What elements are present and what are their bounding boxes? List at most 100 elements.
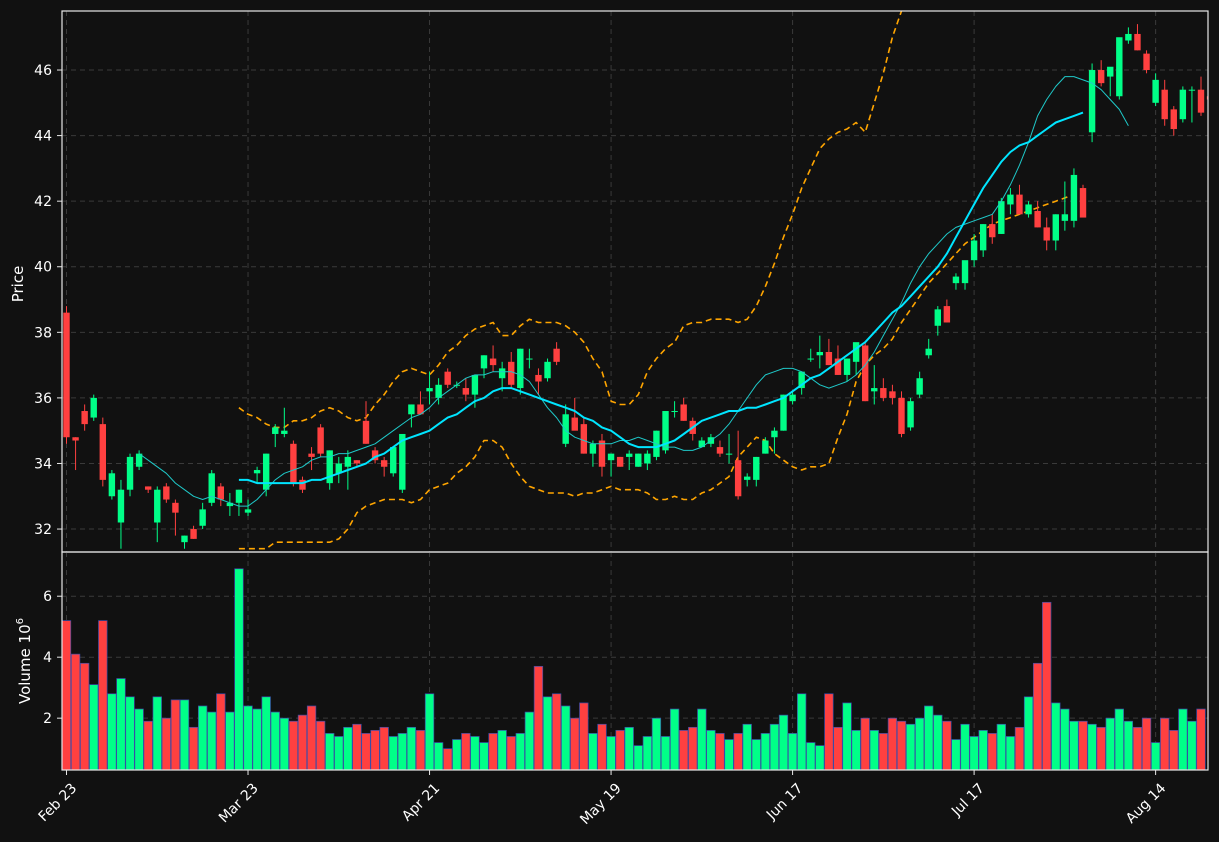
candle-body — [390, 447, 397, 474]
volume-bar — [597, 723, 607, 770]
volume-bar — [1069, 720, 1079, 770]
candle-body — [880, 388, 887, 398]
volume-bar — [806, 742, 816, 770]
candle-body — [181, 535, 188, 543]
price-y-tick-label: 44 — [34, 129, 52, 145]
volume-bar — [325, 733, 335, 770]
volume-bar — [1132, 726, 1143, 770]
candle-body — [1016, 194, 1023, 215]
volume-bar — [352, 723, 362, 770]
volume-bar — [1187, 720, 1197, 770]
candle-body — [798, 371, 805, 389]
candle-body — [544, 361, 551, 379]
candle-body — [117, 489, 125, 523]
volume-bar — [225, 711, 235, 770]
volume-bar — [1114, 708, 1124, 770]
price-y-tick-label: 38 — [34, 325, 52, 341]
volume-bar — [742, 723, 752, 770]
volume-bar — [424, 693, 435, 770]
volume-bar — [70, 653, 81, 770]
candle-body — [226, 502, 234, 507]
volume-bar — [234, 568, 244, 770]
volume-bar — [379, 726, 389, 770]
volume-bar — [1032, 662, 1043, 770]
volume-bar — [270, 711, 280, 770]
candle-body — [1125, 33, 1132, 41]
candle-body — [380, 460, 388, 467]
volume-bar — [297, 714, 308, 770]
volume-bar — [561, 705, 571, 770]
candle-body — [1025, 204, 1032, 215]
volume-bar — [1160, 717, 1170, 770]
candle-body — [861, 345, 869, 402]
candle-body — [272, 427, 279, 434]
bollinger-band-line — [238, 11, 903, 429]
volume-bar — [878, 733, 888, 770]
candle-body — [1034, 211, 1041, 228]
candle-body — [1052, 214, 1059, 241]
volume-axis-label-exponent: 6 — [15, 618, 26, 624]
volume-bar — [461, 733, 471, 770]
candle-body — [825, 351, 833, 366]
candle-body — [934, 309, 941, 326]
volume-bar — [606, 736, 616, 770]
price-axis-label: Price — [9, 266, 27, 303]
candle-body — [399, 433, 406, 490]
volume-bar — [479, 742, 489, 770]
volume-bar — [452, 739, 462, 770]
volume-bar — [243, 705, 253, 770]
candle-body — [725, 453, 733, 455]
volume-bar — [388, 736, 398, 770]
volume-bar — [551, 693, 562, 770]
candle-body — [108, 473, 116, 497]
volume-bar — [778, 714, 789, 770]
volume-bar — [197, 705, 208, 770]
candle-body — [943, 306, 951, 323]
volume-panel-frame — [61, 551, 1209, 771]
volume-bar — [887, 717, 898, 770]
volume-bar — [797, 693, 807, 770]
volume-bar — [833, 726, 843, 770]
volume-bar — [1078, 720, 1088, 770]
candle-body — [144, 486, 152, 490]
volume-bar — [1123, 720, 1134, 770]
candle-body — [299, 479, 306, 490]
volume-bars — [62, 568, 1206, 770]
candle-body — [526, 358, 533, 360]
candle-body — [907, 401, 914, 428]
price-y-tick-label: 40 — [34, 260, 52, 276]
volume-bar — [960, 723, 970, 770]
volume-bar — [588, 733, 598, 770]
candle-body — [126, 456, 134, 490]
volume-bar — [1096, 726, 1106, 770]
volume-bar — [207, 711, 217, 770]
volume-bar — [470, 736, 480, 770]
candle-body — [816, 351, 824, 356]
volume-bar — [524, 711, 535, 770]
candle-body — [480, 355, 488, 369]
candle-body — [970, 240, 978, 261]
candle-body — [326, 450, 333, 484]
candle-body — [426, 388, 433, 392]
volume-bar — [996, 723, 1006, 770]
volume-bar — [697, 708, 707, 770]
volume-bar — [497, 730, 507, 770]
volume-bar — [1196, 708, 1206, 770]
volume-bar — [624, 726, 634, 770]
volume-bar — [715, 733, 725, 770]
candle-body — [562, 414, 569, 444]
candle-body — [607, 453, 615, 461]
volume-bar — [787, 733, 798, 770]
candle-body — [898, 397, 905, 434]
candle-body — [63, 312, 70, 438]
volume-bar — [1051, 702, 1061, 770]
candle-body — [81, 411, 88, 425]
volume-bar — [824, 693, 834, 770]
volume-y-tick-label: 4 — [43, 650, 52, 666]
volume-bar — [1105, 717, 1115, 770]
candle-body — [462, 388, 470, 395]
volume-bar — [579, 702, 589, 770]
volume-bar — [152, 696, 162, 770]
